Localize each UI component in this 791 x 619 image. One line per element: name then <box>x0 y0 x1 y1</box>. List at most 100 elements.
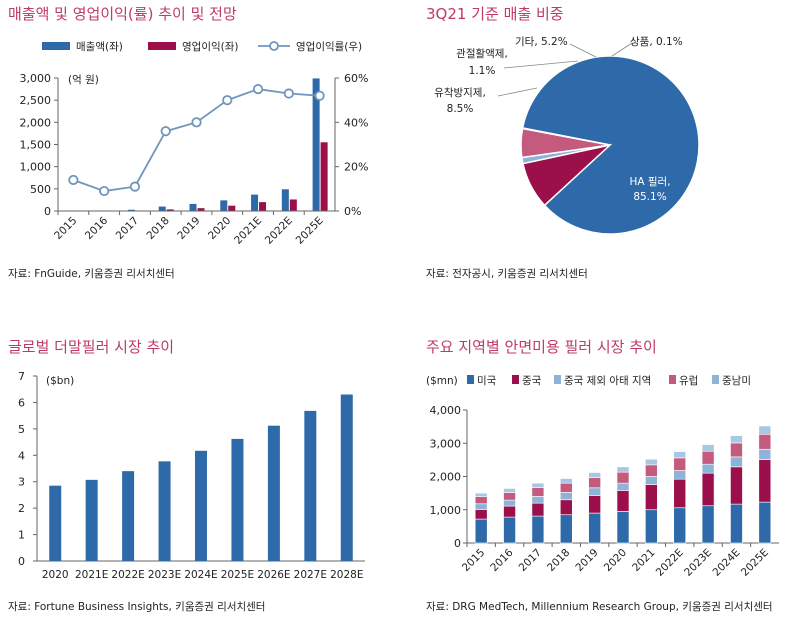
x-tick-label: 2028E <box>330 569 363 581</box>
point-op-margin <box>314 90 325 101</box>
label-joint-fluid-value: 1.1% <box>469 65 496 77</box>
y-tick-label: 0 <box>454 537 461 550</box>
bar-europe <box>730 442 743 458</box>
label-joint-fluid: 관절활액제, <box>456 47 508 60</box>
bar-latam <box>758 425 772 435</box>
bar-market-size <box>49 485 62 561</box>
y-tick-label: 3 <box>18 476 25 489</box>
bar-revenue <box>189 203 197 211</box>
x-tick-label: 2024E <box>711 547 743 579</box>
x-tick-label: 2016 <box>488 546 516 574</box>
chart1-title: 매출액 및 영업이익(률) 추이 및 전망 <box>8 5 237 23</box>
point-op-margin <box>99 185 110 197</box>
bar-china <box>701 472 715 507</box>
x-tick-label: 2023E <box>682 547 714 579</box>
x-tick-label: 2023E <box>148 569 181 581</box>
y-tick-label: 2,000 <box>20 116 52 129</box>
bar-us <box>730 503 743 544</box>
legend-label: 중국 <box>522 375 542 387</box>
legend-swatch <box>712 375 719 384</box>
bar-china <box>616 490 630 512</box>
bar-latam <box>588 472 601 478</box>
chart3-title: 글로벌 더말필러 시장 추이 <box>8 338 175 356</box>
chart4-source: 자료: DRG MedTech, Millennium Research Gro… <box>426 601 773 613</box>
bar-market-size <box>231 438 244 561</box>
legend-label: 중국 제외 아태 지역 <box>564 375 651 387</box>
point-op-margin <box>191 117 202 128</box>
bar-revenue <box>220 200 228 211</box>
bar-op-profit <box>166 209 174 211</box>
bar-apac-ex-china <box>645 476 658 485</box>
label-ha-filler-value: 85.1% <box>633 191 666 203</box>
y-tick-label: 3,000 <box>20 72 52 85</box>
bar-apac-ex-china <box>559 492 573 501</box>
legend-swatch <box>467 375 474 384</box>
point-op-margin <box>129 181 141 192</box>
bar-market-size <box>122 471 135 561</box>
x-tick-label: 2020 <box>42 569 69 581</box>
bar-apac-ex-china <box>616 482 630 491</box>
leader-anti-adhesion <box>497 87 538 97</box>
leader-other <box>569 43 597 58</box>
point-op-margin <box>222 95 233 106</box>
x-tick-label: 2015 <box>52 215 79 242</box>
bar-us <box>758 501 772 544</box>
leader-goods <box>611 42 633 57</box>
legend-swatch <box>42 42 70 50</box>
bar-latam <box>701 444 715 452</box>
label-anti-adhesion-value: 8.5% <box>447 103 474 115</box>
x-tick-label: 2018 <box>545 547 572 574</box>
y-tick-label: 1 <box>18 529 25 542</box>
bar-europe <box>701 450 715 465</box>
bar-apac-ex-china <box>503 499 516 507</box>
y-tick-label: 7 <box>18 370 25 383</box>
chart3-source: 자료: Fortune Business Insights, 키움증권 리서치센… <box>8 601 266 613</box>
x-tick-label: 2017 <box>114 215 141 242</box>
bar-apac-ex-china <box>673 470 687 480</box>
point-op-margin <box>68 174 79 186</box>
bar-europe <box>531 487 545 497</box>
x-tick-label: 2015 <box>460 547 487 574</box>
y-tick-label: 6 <box>18 396 25 409</box>
legend-swatch <box>512 375 519 384</box>
bar-op-profit <box>289 199 297 211</box>
x-tick-label: 2025E <box>294 215 326 247</box>
bar-us <box>673 507 687 544</box>
x-tick-label: 2022E <box>111 569 144 581</box>
bar-china <box>673 478 687 509</box>
bar-us <box>559 514 573 544</box>
y-tick-label: 4 <box>18 449 25 462</box>
bar-latam <box>559 478 573 484</box>
point-op-margin <box>160 126 171 137</box>
bar-apac-ex-china <box>588 487 601 496</box>
bar-market-size <box>158 461 171 561</box>
label-anti-adhesion: 유착방지제, <box>434 87 486 99</box>
line-op-margin <box>73 88 320 192</box>
y-tick-label: 2 <box>18 502 25 515</box>
chart2-source: 자료: 전자공시, 키움증권 리서치센터 <box>426 268 588 280</box>
legend-swatch <box>148 42 176 50</box>
bar-latam <box>503 488 516 493</box>
y-tick-label: 1,500 <box>20 139 52 152</box>
legend-label: 영업이익률(우) <box>296 40 362 53</box>
chart3-global-filler-market: ($bn) 0 1 2 3 4 5 6 7 2020 2021E 2022E 2023E 2024E 202… <box>18 370 365 581</box>
y2-tick-label: 20% <box>344 161 368 174</box>
bar-market-size <box>340 394 353 561</box>
bar-revenue <box>127 209 135 211</box>
chart4-title: 주요 지역별 안면미용 필러 시장 추이 <box>426 338 657 356</box>
legend-marker <box>269 41 279 51</box>
label-ha-filler: HA 필러, <box>629 176 670 188</box>
legend-swatch <box>669 375 676 384</box>
x-tick-label: 2024E <box>184 569 217 581</box>
point-op-margin <box>283 88 294 99</box>
bar-us <box>645 509 658 544</box>
bar-revenue <box>251 194 259 211</box>
legend-label: 유럽 <box>679 374 698 387</box>
bar-apac-ex-china <box>758 448 772 460</box>
bar-china <box>588 495 601 514</box>
bar-latam <box>730 435 743 444</box>
legend-swatch <box>554 375 561 384</box>
bar-china <box>645 484 658 511</box>
chart1-source: 자료: FnGuide, 키움증권 리서치센터 <box>8 268 175 280</box>
bar-op-profit <box>259 202 267 211</box>
